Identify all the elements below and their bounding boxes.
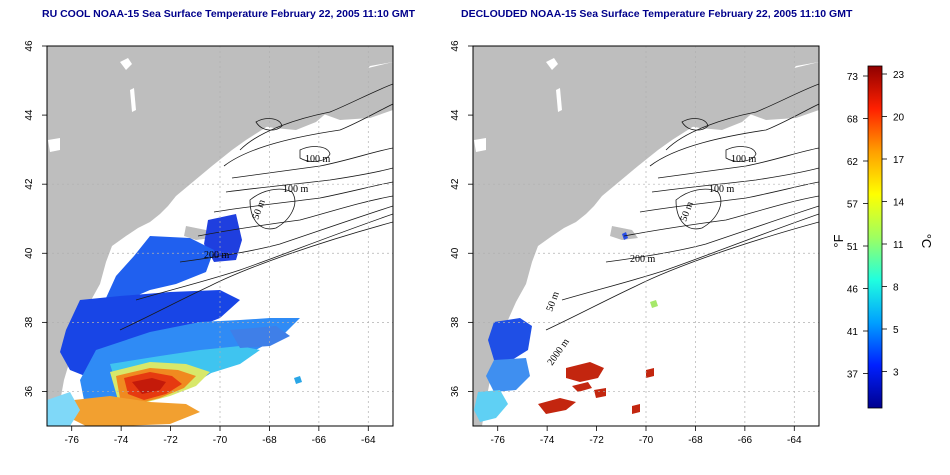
colorbar-gradient: [867, 65, 883, 409]
right-y-tick-label: 36: [450, 385, 461, 397]
right-sst-field: [474, 232, 658, 422]
right-x-tick-label: -74: [540, 435, 555, 446]
right-contour-line: [681, 118, 709, 131]
left-contour-line: [239, 83, 393, 151]
left-map: -76 -74 -72 -70 -68 -66 -64 36 38 40 42 44 46 100 m…: [24, 40, 394, 446]
right-y-tick-label: 46: [450, 40, 461, 52]
left-x-tick-label: -66: [312, 435, 327, 446]
left-contour-line: [249, 188, 296, 230]
left-map-title: RU COOL NOAA-15 Sea Surface Temperature …: [42, 8, 416, 20]
left-contour-line: [213, 181, 393, 213]
right-contour-label-1: 100 m: [731, 154, 757, 165]
right-x-tick-label: -70: [639, 435, 654, 446]
right-x-axis: -76 -74 -72 -70 -68 -66 -64: [490, 426, 802, 446]
right-contour-line: [545, 221, 819, 331]
colorbar-fahrenheit-tick-label: 46: [847, 285, 859, 296]
right-map-title: DECLOUDED NOAA-15 Sea Surface Temperatur…: [461, 8, 853, 20]
colorbar-fahrenheit-label: °F: [831, 234, 846, 247]
right-contour-line: [623, 195, 819, 237]
right-contour-line: [657, 147, 819, 179]
left-contour-line: [135, 213, 393, 301]
left-x-tick-label: -76: [64, 435, 79, 446]
left-y-tick-label: 40: [24, 247, 35, 259]
left-contour-line: [119, 221, 393, 331]
right-contour-line: [561, 213, 819, 301]
right-y-tick-label: 38: [450, 316, 461, 328]
left-y-tick-label: 44: [24, 109, 35, 121]
left-contour-label-2: 100 m: [283, 184, 309, 195]
colorbar-celsius-tick-label: 14: [893, 198, 905, 209]
left-y-tick-label: 42: [24, 178, 35, 190]
right-land: [473, 46, 819, 426]
right-y-tick-label: 40: [450, 247, 461, 259]
right-contour-line: [651, 167, 819, 193]
left-contour-line: [225, 167, 393, 193]
right-contour-label-2: 100 m: [709, 184, 735, 195]
right-x-tick-label: -66: [738, 435, 753, 446]
colorbar-celsius-tick-label: 17: [893, 155, 905, 166]
right-y-tick-label: 42: [450, 178, 461, 190]
right-y-axis: 36 38 40 42 44 46: [450, 40, 473, 397]
right-x-tick-label: -72: [589, 435, 604, 446]
colorbar-celsius-tick-label: 8: [893, 283, 899, 294]
right-contour-line: [649, 103, 819, 167]
colorbar-fahrenheit-tick-label: 62: [847, 157, 859, 168]
right-gridlines: [473, 46, 819, 426]
colorbar-celsius-tick-label: 11: [893, 240, 904, 251]
right-contour-label-4: 200 m: [630, 254, 656, 265]
left-contour-line: [231, 147, 393, 179]
left-x-tick-label: -68: [262, 435, 277, 446]
left-gridlines: [47, 46, 393, 426]
colorbar-celsius-tick-label: 20: [893, 113, 905, 124]
right-x-tick-label: -76: [490, 435, 505, 446]
left-x-tick-label: -74: [114, 435, 129, 446]
left-contour-label-1: 100 m: [305, 154, 331, 165]
right-map: -76 -74 -72 -70 -68 -66 -64 36 38 40 42 44 46 100 m…: [450, 40, 820, 446]
right-x-tick-label: -64: [787, 435, 802, 446]
left-y-tick-label: 46: [24, 40, 35, 52]
left-x-tick-label: -64: [361, 435, 376, 446]
colorbar-fahrenheit-ticks: 73 68 62 57 51 46 41 37: [847, 72, 868, 381]
right-contour-line: [605, 205, 819, 263]
left-sst-field: [47, 214, 302, 426]
right-y-tick-label: 44: [450, 109, 461, 121]
left-y-tick-label: 38: [24, 316, 35, 328]
left-y-tick-label: 36: [24, 385, 35, 397]
colorbar-celsius-tick-label: 23: [893, 70, 905, 81]
right-x-tick-label: -68: [688, 435, 703, 446]
colorbar: 73 68 62 57 51 46 41 37 23 20 17 14 11 8 5 3 °F °C: [831, 65, 934, 409]
right-contour-line: [665, 83, 819, 151]
left-contour-line: [179, 205, 393, 263]
colorbar-celsius-tick-label: 5: [893, 325, 899, 336]
left-contour-line: [299, 146, 331, 162]
colorbar-fahrenheit-tick-label: 68: [847, 115, 859, 126]
left-bathymetry-contours: [119, 83, 393, 331]
right-contour-line: [639, 181, 819, 213]
left-land: [47, 46, 393, 426]
colorbar-fahrenheit-tick-label: 37: [847, 370, 859, 381]
left-contour-label-4: 200 m: [204, 250, 230, 261]
left-contour-line: [255, 118, 283, 131]
colorbar-celsius-tick-label: 3: [893, 368, 899, 379]
left-x-axis: -76 -74 -72 -70 -68 -66 -64: [64, 426, 376, 446]
left-x-tick-label: -72: [163, 435, 178, 446]
left-contour-line: [223, 103, 393, 167]
colorbar-celsius-label: °C: [919, 234, 934, 249]
left-x-tick-label: -70: [213, 435, 228, 446]
left-y-axis: 36 38 40 42 44 46: [24, 40, 47, 397]
right-contour-line: [725, 146, 757, 162]
colorbar-fahrenheit-tick-label: 57: [847, 200, 859, 211]
colorbar-fahrenheit-tick-label: 51: [847, 242, 859, 253]
colorbar-celsius-ticks: 23 20 17 14 11 8 5 3: [882, 70, 905, 379]
right-bathymetry-contours: [545, 83, 819, 331]
left-contour-line: [197, 195, 393, 237]
colorbar-fahrenheit-tick-label: 73: [847, 72, 859, 83]
right-contour-line: [675, 188, 722, 230]
colorbar-fahrenheit-tick-label: 41: [847, 327, 859, 338]
